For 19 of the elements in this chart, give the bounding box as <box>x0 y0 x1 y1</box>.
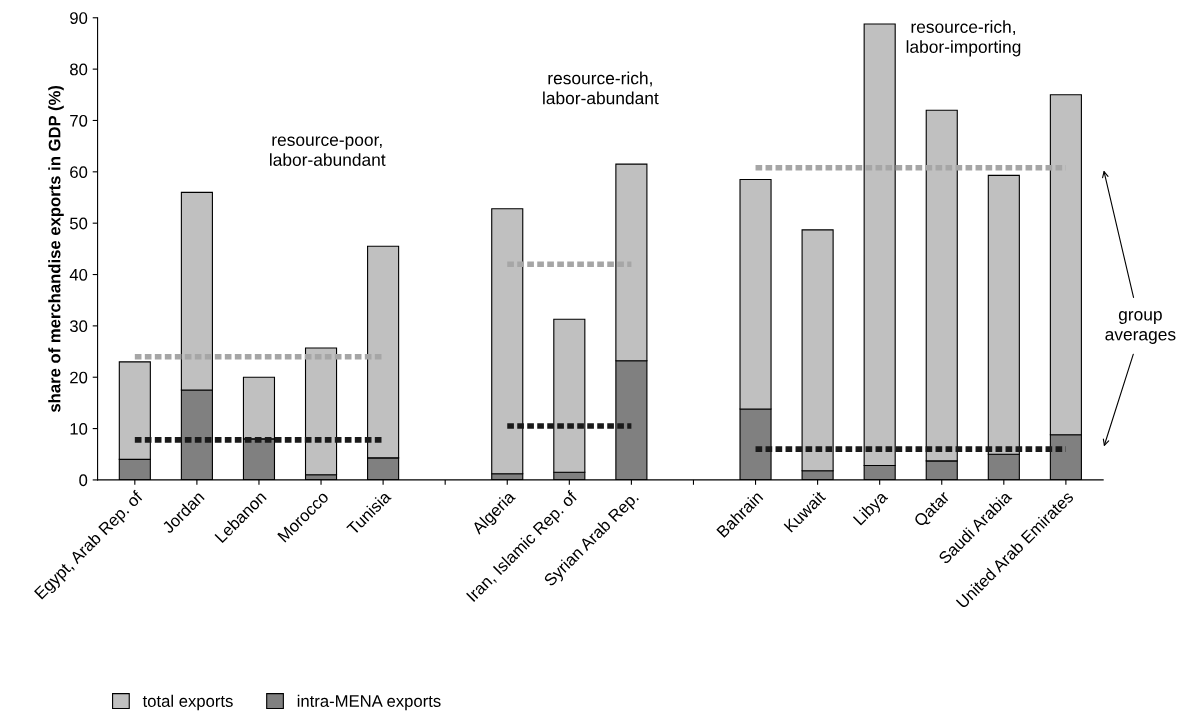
legend-label: total exports <box>142 694 233 711</box>
y-tick-label: 10 <box>70 422 88 435</box>
y-tick-label: 90 <box>70 12 88 24</box>
y-tick-label: 50 <box>69 217 88 230</box>
y-tick-label: 30 <box>69 320 88 333</box>
annotation: resource-poor, labor-abundant <box>270 136 386 166</box>
y-tick-label: 40 <box>69 268 88 281</box>
annotation: resource-rich, labor-importing <box>906 20 1021 57</box>
text: group averages <box>1105 311 1176 344</box>
y-tick-label: 70 <box>70 114 88 127</box>
bar <box>491 208 524 475</box>
y-axis-title: share of merchandise exports in GDP (%) <box>48 85 64 413</box>
bar <box>304 347 338 476</box>
y-tick-label: 0 <box>79 474 88 487</box>
legend-label: intra-MENA exports <box>297 694 441 711</box>
y-tick-label: 60 <box>70 166 88 179</box>
annotation: resource-rich, labor-abundant <box>543 71 659 105</box>
y-tick-label: 80 <box>70 63 88 76</box>
y-tick-label: 20 <box>70 371 88 384</box>
